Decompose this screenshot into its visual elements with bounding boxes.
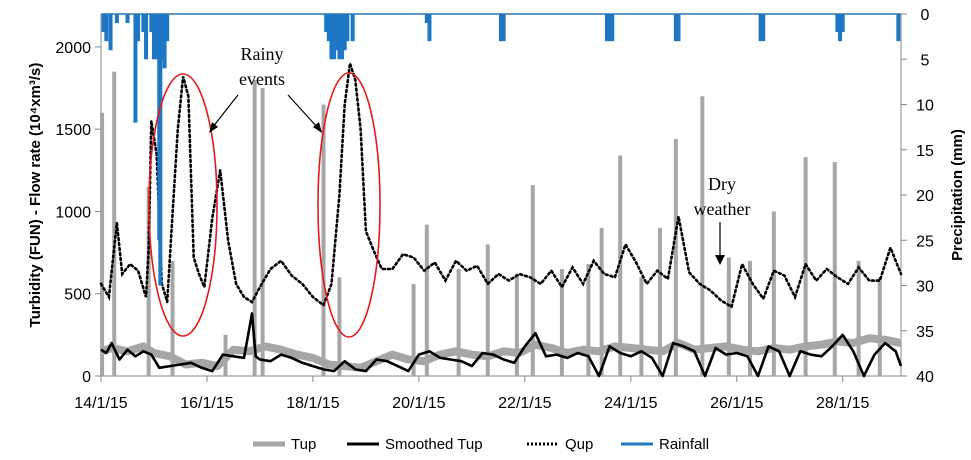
legend-label-rainfall: Rainfall xyxy=(659,436,709,453)
x-tick-label-2: 18/1/15 xyxy=(286,395,339,412)
y2-tick-label-2: 10 xyxy=(916,98,934,115)
rainfall-bar-7 xyxy=(141,14,146,33)
y-tick-label-1: 500 xyxy=(64,287,91,304)
x-tick-label-6: 26/1/15 xyxy=(710,395,763,412)
rainfall-bar-39 xyxy=(838,14,843,42)
rainfall-bar-21 xyxy=(334,14,339,51)
rainfall-bar-25 xyxy=(345,14,350,42)
rainfall-bar-9 xyxy=(149,14,154,33)
x-axis-ticks: 14/1/15 16/1/15 18/1/15 20/1/15 22/1/15 24/1/… xyxy=(74,376,870,412)
rainy-event-ellipse-2 xyxy=(317,72,381,338)
rainfall-bar-14 xyxy=(159,14,164,60)
y2-axis-title: Precipitation (mm) xyxy=(949,129,966,261)
rainy-events-annotation-line1: Rainy xyxy=(241,44,284,64)
rainfall-bar-41 xyxy=(896,14,901,42)
rainy-arrow-left xyxy=(211,94,239,129)
rainfall-bar-32 xyxy=(607,14,612,42)
rainfall-series xyxy=(101,14,901,286)
y2-tick-label-0: 0 xyxy=(921,7,930,24)
rainfall-bar-37 xyxy=(761,14,766,42)
rainfall-bar-19 xyxy=(329,14,334,60)
rainfall-bar-15 xyxy=(162,14,167,69)
rainfall-bar-24 xyxy=(342,14,347,51)
x-tick-label-7: 28/1/15 xyxy=(816,395,869,412)
rainfall-bar-26 xyxy=(350,14,355,42)
legend-label-tup: Tup xyxy=(291,436,316,453)
y2-tick-label-1: 5 xyxy=(921,52,930,69)
y2-tick-label-4: 20 xyxy=(916,188,934,205)
x-tick-label-3: 20/1/15 xyxy=(392,395,445,412)
rainy-event-ellipse-1 xyxy=(148,73,218,337)
rainy-arrow-right xyxy=(287,94,319,129)
y-tick-label-2: 1000 xyxy=(55,204,91,221)
rainfall-bar-11 xyxy=(154,14,159,60)
qup-series xyxy=(99,63,903,309)
rainfall-bar-20 xyxy=(332,14,337,60)
dry-weather-annotation-line1: Dry xyxy=(708,174,736,194)
rainfall-bar-23 xyxy=(340,14,345,60)
rainy-arrow-right-head xyxy=(313,122,322,133)
legend-label-qup: Qup xyxy=(565,436,593,453)
rainfall-bar-13 xyxy=(158,14,163,286)
rainfall-bar-18 xyxy=(326,14,331,42)
y2-tick-label-6: 30 xyxy=(916,279,934,296)
dry-weather-annotation-line2: weather xyxy=(694,199,751,219)
rainfall-bar-34 xyxy=(673,14,678,42)
rainfall-bar-36 xyxy=(758,14,763,42)
dry-arrow-head xyxy=(715,255,725,265)
x-tick-label-0: 14/1/15 xyxy=(74,395,127,412)
rainfall-bar-1 xyxy=(104,14,109,42)
smoothed-tup-series xyxy=(100,312,903,378)
rainfall-bar-22 xyxy=(337,14,342,60)
rainfall-bar-40 xyxy=(840,14,845,33)
rainfall-bar-4 xyxy=(125,14,130,24)
rainfall-bar-5 xyxy=(133,14,138,123)
y2-tick-label-8: 40 xyxy=(916,369,934,386)
rainfall-bar-30 xyxy=(501,14,506,42)
rainfall-bar-38 xyxy=(835,14,840,33)
y2-tick-label-7: 35 xyxy=(916,324,934,341)
rainfall-bar-27 xyxy=(424,14,429,24)
rainy-arrow-left-head xyxy=(209,122,218,133)
y-tick-label-4: 2000 xyxy=(55,40,91,57)
y-axis-ticks: 0 500 1000 1500 2000 xyxy=(55,40,101,386)
tup-series xyxy=(99,71,902,376)
rainfall-bar-2 xyxy=(108,14,113,51)
rainfall-bar-33 xyxy=(610,14,615,42)
rainfall-bar-6 xyxy=(136,14,141,42)
rainy-events-annotation-line2: events xyxy=(239,69,285,89)
y-tick-label-0: 0 xyxy=(82,369,91,386)
x-tick-label-4: 22/1/15 xyxy=(498,395,551,412)
rainfall-bar-31 xyxy=(604,14,609,42)
rainfall-bar-29 xyxy=(499,14,503,42)
legend-label-smoothed-tup: Smoothed Tup xyxy=(385,436,483,453)
y2-tick-label-3: 15 xyxy=(916,143,934,160)
rainfall-bar-10 xyxy=(151,14,156,60)
rainfall-bar-8 xyxy=(144,14,149,60)
y2-axis-ticks: 0 5 10 15 20 25 30 35 40 xyxy=(901,7,934,386)
x-tick-label-1: 16/1/15 xyxy=(180,395,233,412)
y-axis-title: Turbidity (FUN) - Flow rate (10⁴xm³/s) xyxy=(27,63,44,328)
y2-tick-label-5: 25 xyxy=(916,233,934,250)
rainfall-bar-0 xyxy=(101,14,106,33)
qup-line xyxy=(99,63,903,309)
rainfall-bar-16 xyxy=(165,14,170,42)
rainfall-bar-17 xyxy=(324,14,329,33)
rainfall-bar-3 xyxy=(114,14,119,24)
x-tick-label-5: 24/1/15 xyxy=(604,395,657,412)
rainfall-bar-28 xyxy=(427,14,432,42)
rainfall-bar-35 xyxy=(676,14,681,42)
legend: Tup Smoothed Tup Qup Rainfall xyxy=(253,436,709,453)
y-tick-label-3: 1500 xyxy=(55,122,91,139)
smoothed-tup-line xyxy=(100,312,903,378)
